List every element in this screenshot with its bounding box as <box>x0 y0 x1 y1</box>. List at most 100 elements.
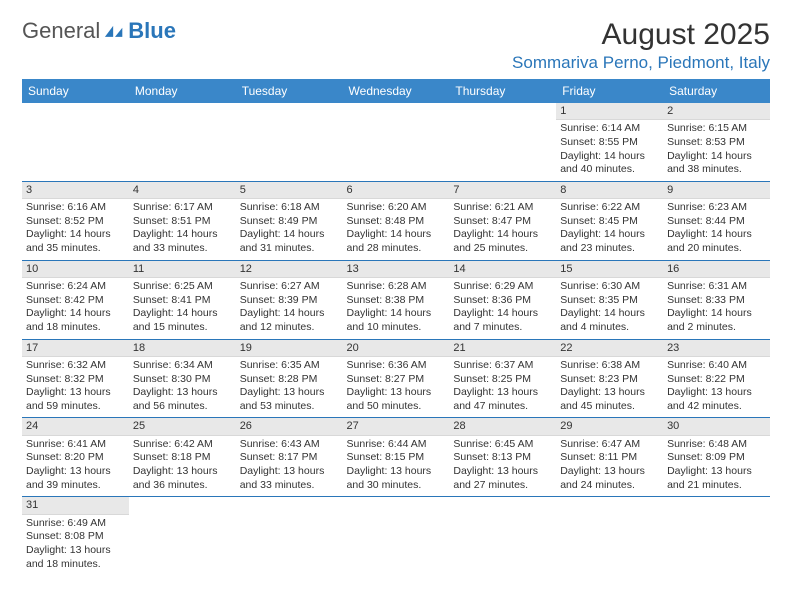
day-details: Sunrise: 6:47 AMSunset: 8:11 PMDaylight:… <box>556 436 663 497</box>
sunrise-text: Sunrise: 6:32 AM <box>26 359 125 373</box>
sunset-text: Sunset: 8:49 PM <box>240 215 339 229</box>
calendar-day: 28Sunrise: 6:45 AMSunset: 8:13 PMDayligh… <box>449 418 556 497</box>
sunset-text: Sunset: 8:38 PM <box>347 294 446 308</box>
calendar-day: 11Sunrise: 6:25 AMSunset: 8:41 PMDayligh… <box>129 260 236 339</box>
day-details: Sunrise: 6:27 AMSunset: 8:39 PMDaylight:… <box>236 278 343 339</box>
sunset-text: Sunset: 8:33 PM <box>667 294 766 308</box>
sunrise-text: Sunrise: 6:14 AM <box>560 122 659 136</box>
sunset-text: Sunset: 8:44 PM <box>667 215 766 229</box>
day-details: Sunrise: 6:31 AMSunset: 8:33 PMDaylight:… <box>663 278 770 339</box>
sunset-text: Sunset: 8:17 PM <box>240 451 339 465</box>
sunrise-text: Sunrise: 6:23 AM <box>667 201 766 215</box>
calendar-day <box>236 497 343 575</box>
day-number: 23 <box>663 340 770 357</box>
sunset-text: Sunset: 8:52 PM <box>26 215 125 229</box>
daylight-text: Daylight: 14 hours and 2 minutes. <box>667 307 766 334</box>
sunset-text: Sunset: 8:30 PM <box>133 373 232 387</box>
sunset-text: Sunset: 8:11 PM <box>560 451 659 465</box>
weekday-header: Tuesday <box>236 79 343 103</box>
day-number: 20 <box>343 340 450 357</box>
sunrise-text: Sunrise: 6:27 AM <box>240 280 339 294</box>
sunrise-text: Sunrise: 6:44 AM <box>347 438 446 452</box>
day-number: 21 <box>449 340 556 357</box>
sunrise-text: Sunrise: 6:47 AM <box>560 438 659 452</box>
weekday-header: Thursday <box>449 79 556 103</box>
month-title: August 2025 <box>512 18 770 51</box>
sunrise-text: Sunrise: 6:30 AM <box>560 280 659 294</box>
daylight-text: Daylight: 13 hours and 50 minutes. <box>347 386 446 413</box>
day-details: Sunrise: 6:49 AMSunset: 8:08 PMDaylight:… <box>22 515 129 576</box>
day-number: 12 <box>236 261 343 278</box>
day-number: 4 <box>129 182 236 199</box>
daylight-text: Daylight: 14 hours and 31 minutes. <box>240 228 339 255</box>
daylight-text: Daylight: 14 hours and 28 minutes. <box>347 228 446 255</box>
day-number: 13 <box>343 261 450 278</box>
calendar-day: 3Sunrise: 6:16 AMSunset: 8:52 PMDaylight… <box>22 181 129 260</box>
sunset-text: Sunset: 8:32 PM <box>26 373 125 387</box>
daylight-text: Daylight: 13 hours and 27 minutes. <box>453 465 552 492</box>
weekday-header: Saturday <box>663 79 770 103</box>
calendar-day: 1Sunrise: 6:14 AMSunset: 8:55 PMDaylight… <box>556 103 663 181</box>
day-number: 2 <box>663 103 770 120</box>
sunrise-text: Sunrise: 6:38 AM <box>560 359 659 373</box>
daylight-text: Daylight: 14 hours and 38 minutes. <box>667 150 766 177</box>
calendar-day <box>236 103 343 181</box>
calendar-day: 24Sunrise: 6:41 AMSunset: 8:20 PMDayligh… <box>22 418 129 497</box>
weekday-header-row: SundayMondayTuesdayWednesdayThursdayFrid… <box>22 79 770 103</box>
sunset-text: Sunset: 8:27 PM <box>347 373 446 387</box>
sunset-text: Sunset: 8:22 PM <box>667 373 766 387</box>
calendar-day: 31Sunrise: 6:49 AMSunset: 8:08 PMDayligh… <box>22 497 129 575</box>
daylight-text: Daylight: 14 hours and 40 minutes. <box>560 150 659 177</box>
sunrise-text: Sunrise: 6:42 AM <box>133 438 232 452</box>
sunrise-text: Sunrise: 6:15 AM <box>667 122 766 136</box>
daylight-text: Daylight: 14 hours and 10 minutes. <box>347 307 446 334</box>
calendar-day: 20Sunrise: 6:36 AMSunset: 8:27 PMDayligh… <box>343 339 450 418</box>
sunset-text: Sunset: 8:25 PM <box>453 373 552 387</box>
brand-part1: General <box>22 18 100 44</box>
day-number: 5 <box>236 182 343 199</box>
day-details: Sunrise: 6:18 AMSunset: 8:49 PMDaylight:… <box>236 199 343 260</box>
day-number: 31 <box>22 497 129 514</box>
calendar-day: 27Sunrise: 6:44 AMSunset: 8:15 PMDayligh… <box>343 418 450 497</box>
sunset-text: Sunset: 8:28 PM <box>240 373 339 387</box>
day-details: Sunrise: 6:42 AMSunset: 8:18 PMDaylight:… <box>129 436 236 497</box>
weekday-header: Monday <box>129 79 236 103</box>
day-number: 11 <box>129 261 236 278</box>
day-details: Sunrise: 6:25 AMSunset: 8:41 PMDaylight:… <box>129 278 236 339</box>
sunset-text: Sunset: 8:36 PM <box>453 294 552 308</box>
daylight-text: Daylight: 14 hours and 4 minutes. <box>560 307 659 334</box>
day-number: 19 <box>236 340 343 357</box>
day-details: Sunrise: 6:32 AMSunset: 8:32 PMDaylight:… <box>22 357 129 418</box>
brand-logo: General Blue <box>22 18 176 44</box>
day-number: 27 <box>343 418 450 435</box>
calendar-day: 25Sunrise: 6:42 AMSunset: 8:18 PMDayligh… <box>129 418 236 497</box>
sunrise-text: Sunrise: 6:40 AM <box>667 359 766 373</box>
calendar-week: 24Sunrise: 6:41 AMSunset: 8:20 PMDayligh… <box>22 418 770 497</box>
day-number: 17 <box>22 340 129 357</box>
calendar-day <box>449 497 556 575</box>
weekday-header: Friday <box>556 79 663 103</box>
sunset-text: Sunset: 8:13 PM <box>453 451 552 465</box>
calendar-day: 14Sunrise: 6:29 AMSunset: 8:36 PMDayligh… <box>449 260 556 339</box>
calendar-day: 16Sunrise: 6:31 AMSunset: 8:33 PMDayligh… <box>663 260 770 339</box>
calendar-day: 12Sunrise: 6:27 AMSunset: 8:39 PMDayligh… <box>236 260 343 339</box>
sunrise-text: Sunrise: 6:49 AM <box>26 517 125 531</box>
calendar-day: 18Sunrise: 6:34 AMSunset: 8:30 PMDayligh… <box>129 339 236 418</box>
daylight-text: Daylight: 13 hours and 18 minutes. <box>26 544 125 571</box>
sunset-text: Sunset: 8:20 PM <box>26 451 125 465</box>
daylight-text: Daylight: 13 hours and 30 minutes. <box>347 465 446 492</box>
calendar-day: 7Sunrise: 6:21 AMSunset: 8:47 PMDaylight… <box>449 181 556 260</box>
sunrise-text: Sunrise: 6:28 AM <box>347 280 446 294</box>
daylight-text: Daylight: 13 hours and 47 minutes. <box>453 386 552 413</box>
calendar-day <box>129 497 236 575</box>
weekday-header: Wednesday <box>343 79 450 103</box>
sunrise-text: Sunrise: 6:25 AM <box>133 280 232 294</box>
day-number: 8 <box>556 182 663 199</box>
sunrise-text: Sunrise: 6:43 AM <box>240 438 339 452</box>
calendar-table: SundayMondayTuesdayWednesdayThursdayFrid… <box>22 79 770 575</box>
calendar-day: 2Sunrise: 6:15 AMSunset: 8:53 PMDaylight… <box>663 103 770 181</box>
daylight-text: Daylight: 14 hours and 18 minutes. <box>26 307 125 334</box>
sunset-text: Sunset: 8:51 PM <box>133 215 232 229</box>
day-details: Sunrise: 6:45 AMSunset: 8:13 PMDaylight:… <box>449 436 556 497</box>
daylight-text: Daylight: 14 hours and 12 minutes. <box>240 307 339 334</box>
